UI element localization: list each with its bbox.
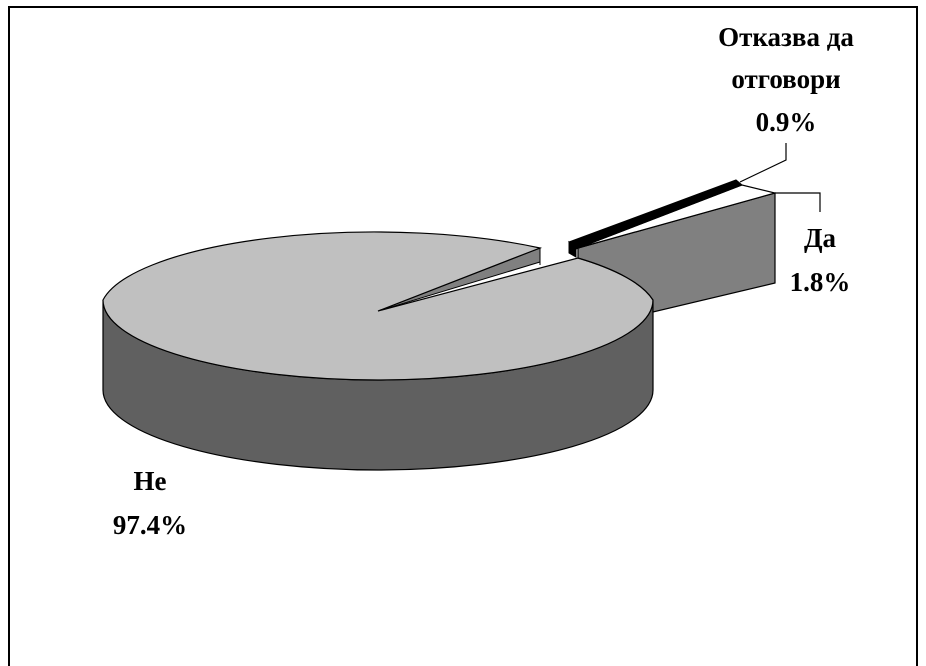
label-refused-line1: Отказва да — [718, 22, 854, 52]
label-ne: Не — [134, 466, 167, 496]
leader-line-da — [775, 192, 821, 212]
slice-refused-side — [568, 240, 577, 258]
label-refused-line2: отговори — [731, 64, 840, 94]
leader-line-refused — [739, 143, 787, 183]
label-da: Да — [804, 223, 837, 253]
slice-da-side — [577, 192, 776, 313]
label-ne-value: 97.4% — [113, 510, 187, 540]
label-da-value: 1.8% — [790, 267, 851, 297]
slice-ne-top — [102, 231, 654, 381]
label-refused-value: 0.9% — [756, 107, 817, 137]
